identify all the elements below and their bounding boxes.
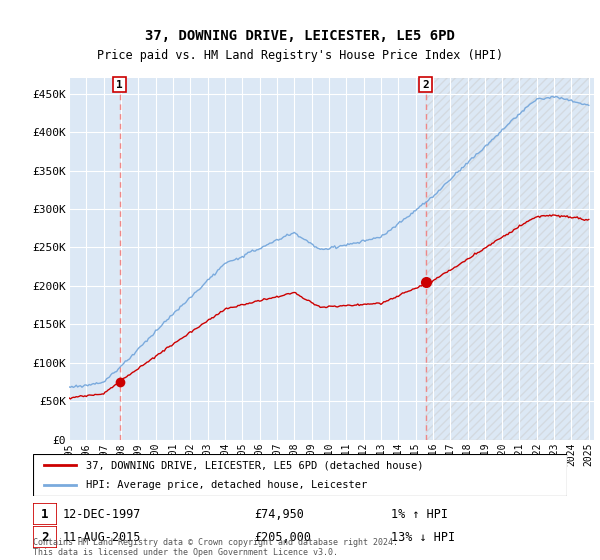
FancyBboxPatch shape: [33, 526, 57, 548]
Text: 37, DOWNING DRIVE, LEICESTER, LE5 6PD: 37, DOWNING DRIVE, LEICESTER, LE5 6PD: [145, 29, 455, 44]
FancyBboxPatch shape: [33, 454, 567, 496]
Text: £205,000: £205,000: [254, 530, 311, 544]
Text: Contains HM Land Registry data © Crown copyright and database right 2024.
This d: Contains HM Land Registry data © Crown c…: [33, 538, 398, 557]
Text: HPI: Average price, detached house, Leicester: HPI: Average price, detached house, Leic…: [86, 480, 368, 490]
Text: 12-DEC-1997: 12-DEC-1997: [63, 507, 142, 521]
Text: Price paid vs. HM Land Registry's House Price Index (HPI): Price paid vs. HM Land Registry's House …: [97, 49, 503, 63]
Text: 2: 2: [422, 80, 429, 90]
Text: 1% ↑ HPI: 1% ↑ HPI: [391, 507, 448, 521]
Text: 37, DOWNING DRIVE, LEICESTER, LE5 6PD (detached house): 37, DOWNING DRIVE, LEICESTER, LE5 6PD (d…: [86, 460, 424, 470]
Text: 11-AUG-2015: 11-AUG-2015: [63, 530, 142, 544]
Text: £74,950: £74,950: [254, 507, 304, 521]
FancyBboxPatch shape: [33, 503, 57, 525]
Text: 2: 2: [41, 530, 49, 544]
Text: 13% ↓ HPI: 13% ↓ HPI: [391, 530, 455, 544]
Text: 1: 1: [41, 507, 49, 521]
Text: 1: 1: [116, 80, 123, 90]
